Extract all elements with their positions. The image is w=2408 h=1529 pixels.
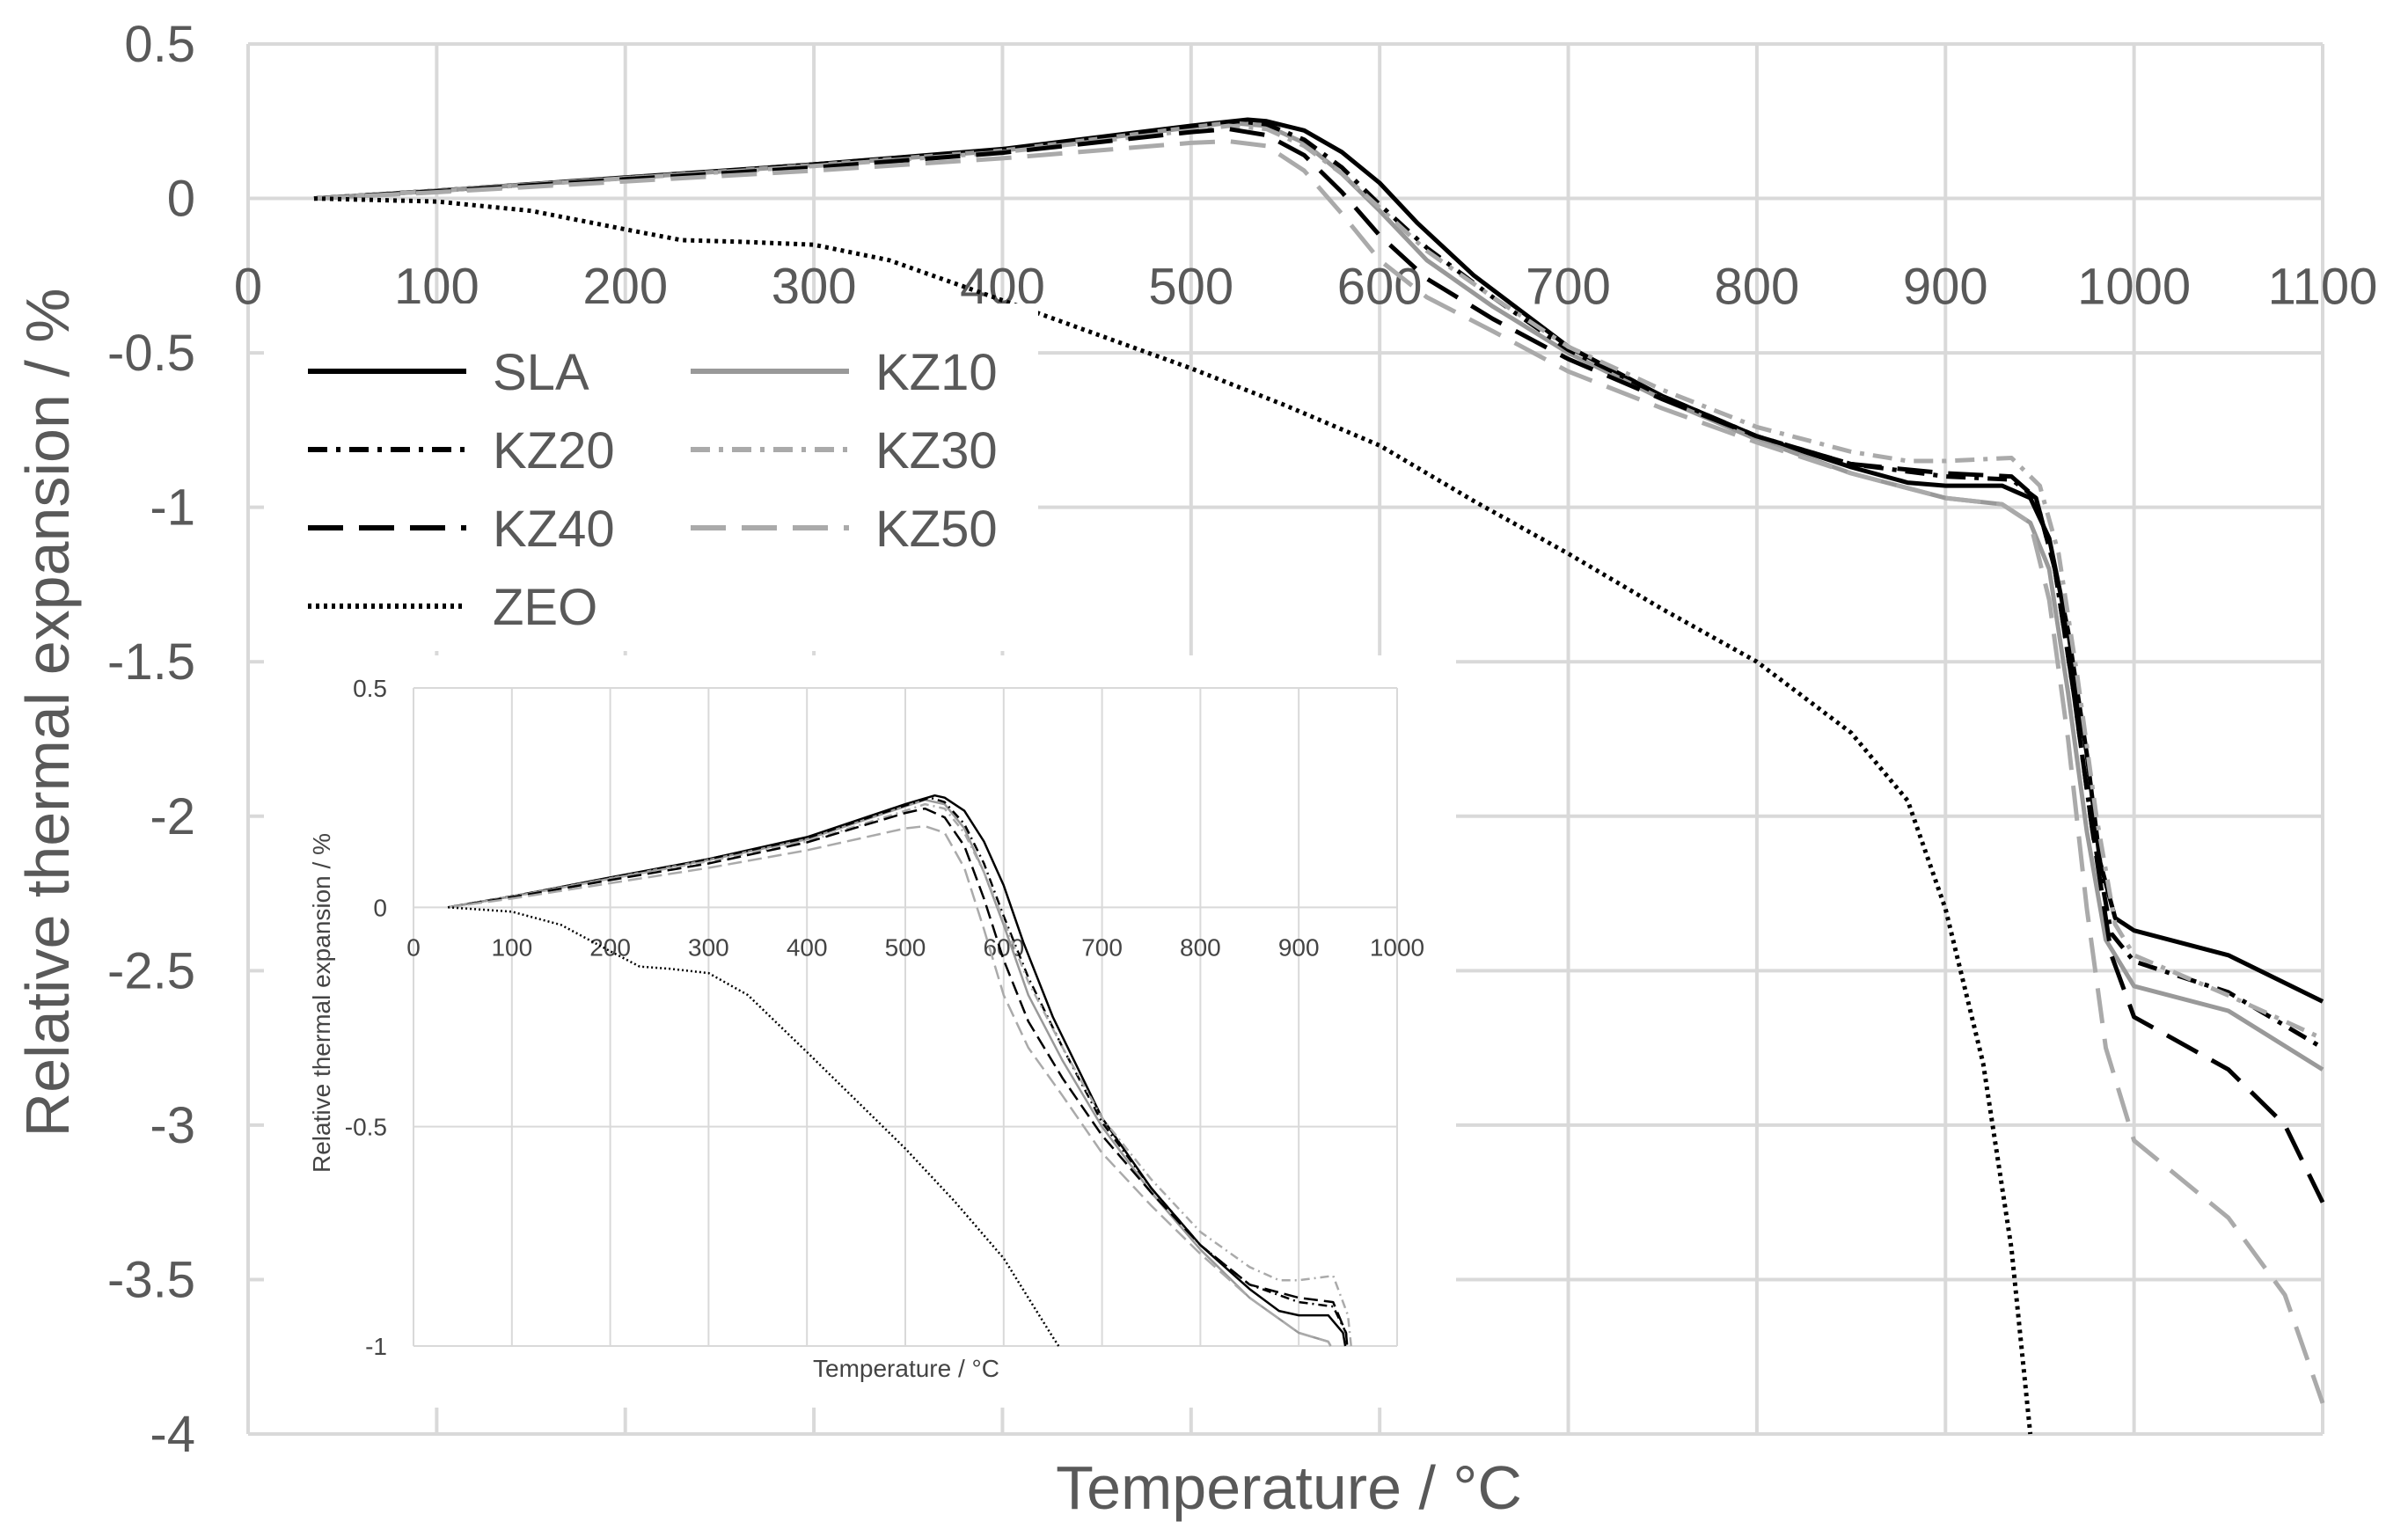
main-x-tick-label: 1100 (2268, 259, 2378, 316)
inset-x-tick-label: 100 (491, 933, 532, 961)
inset-background (264, 655, 1456, 1408)
inset-tick-labels: 0 100 200 300 400 500 600 700 800 900 10000.50-0.5… (345, 675, 1424, 1360)
main-x-tick-label: 1000 (2077, 259, 2191, 316)
inset-x-tick-label: 0 (406, 933, 421, 961)
main-series-zeo (313, 196, 2033, 1435)
main-y-tick-label: -2 (150, 788, 195, 845)
inset-y-tick-label: -1 (365, 1333, 387, 1360)
inset-y-axis-title: Relative thermal expansion / % (308, 833, 335, 1173)
legend-label-kz10: KZ10 (875, 344, 998, 401)
main-x-tick-label: 500 (1148, 259, 1233, 316)
inset-grid (413, 687, 1398, 1347)
inset-x-tick-label: 700 (1081, 933, 1123, 961)
inset-chart: 0 100 200 300 400 500 600 700 800 900 10000.50-0.5… (264, 655, 1456, 1408)
main-y-tick-label: 0 (167, 171, 195, 228)
main-x-tick-label: 900 (1903, 259, 1988, 316)
main-y-tick-label: -0.5 (107, 325, 195, 382)
legend-label-kz50: KZ50 (875, 501, 998, 558)
legend-label-kz20: KZ20 (493, 422, 615, 479)
main-y-tick-label: -2.5 (107, 942, 195, 999)
inset-x-tick-label: 500 (885, 933, 926, 961)
inset-series-kz30 (447, 802, 1352, 1347)
main-x-tick-label: 600 (1337, 259, 1423, 316)
legend-background (264, 304, 1038, 651)
inset-x-tick-label: 300 (688, 933, 729, 961)
main-tick-labels: 0 100 200 300 400 500 600 700 800 900 1000 1100 0.5 0… (107, 16, 2377, 1463)
main-x-tick-label: 700 (1526, 259, 1611, 316)
inset-series-group (447, 794, 1352, 1347)
main-series-group (313, 117, 2325, 1435)
inset-series-kz50 (447, 824, 1332, 1347)
legend-label-kz30: KZ30 (875, 422, 998, 479)
inset-x-axis-title: Temperature / °C (813, 1355, 999, 1382)
inset-y-tick-label: 0 (373, 894, 387, 921)
main-series-kz30 (313, 123, 2324, 1041)
main-series-kz40 (313, 127, 2325, 1203)
main-x-tick-label: 800 (1715, 259, 1800, 316)
main-y-axis-title: Relative thermal expansion / % (13, 289, 82, 1138)
inset-series-kz20 (447, 796, 1349, 1347)
inset-y-tick-label: -0.5 (345, 1114, 387, 1141)
main-x-tick-label: 0 (234, 259, 262, 316)
inset-x-tick-label: 900 (1278, 933, 1320, 961)
inset-x-tick-label: 1000 (1370, 933, 1424, 961)
main-y-tick-label: -4 (150, 1406, 195, 1463)
legend: SLA KZ10 KZ20 KZ30 KZ40 KZ50 ZEO (264, 304, 1038, 651)
main-y-tick-label: -3 (150, 1097, 195, 1154)
inset-y-tick-label: 0.5 (353, 675, 387, 702)
main-y-tick-label: -1 (150, 479, 195, 537)
legend-label-sla: SLA (493, 344, 589, 401)
legend-label-kz40: KZ40 (493, 501, 615, 558)
main-y-tick-label: -1.5 (107, 633, 195, 691)
inset-x-tick-label: 200 (589, 933, 631, 961)
inset-series-zeo (448, 906, 1060, 1347)
main-series-kz50 (313, 139, 2325, 1404)
inset-x-tick-label: 400 (787, 933, 828, 961)
main-y-tick-label: -3.5 (107, 1251, 195, 1308)
main-x-axis-title: Temperature / °C (1056, 1453, 1522, 1522)
inset-x-tick-label: 800 (1180, 933, 1221, 961)
legend-label-zeo: ZEO (493, 579, 597, 636)
main-y-tick-label: 0.5 (124, 16, 195, 73)
